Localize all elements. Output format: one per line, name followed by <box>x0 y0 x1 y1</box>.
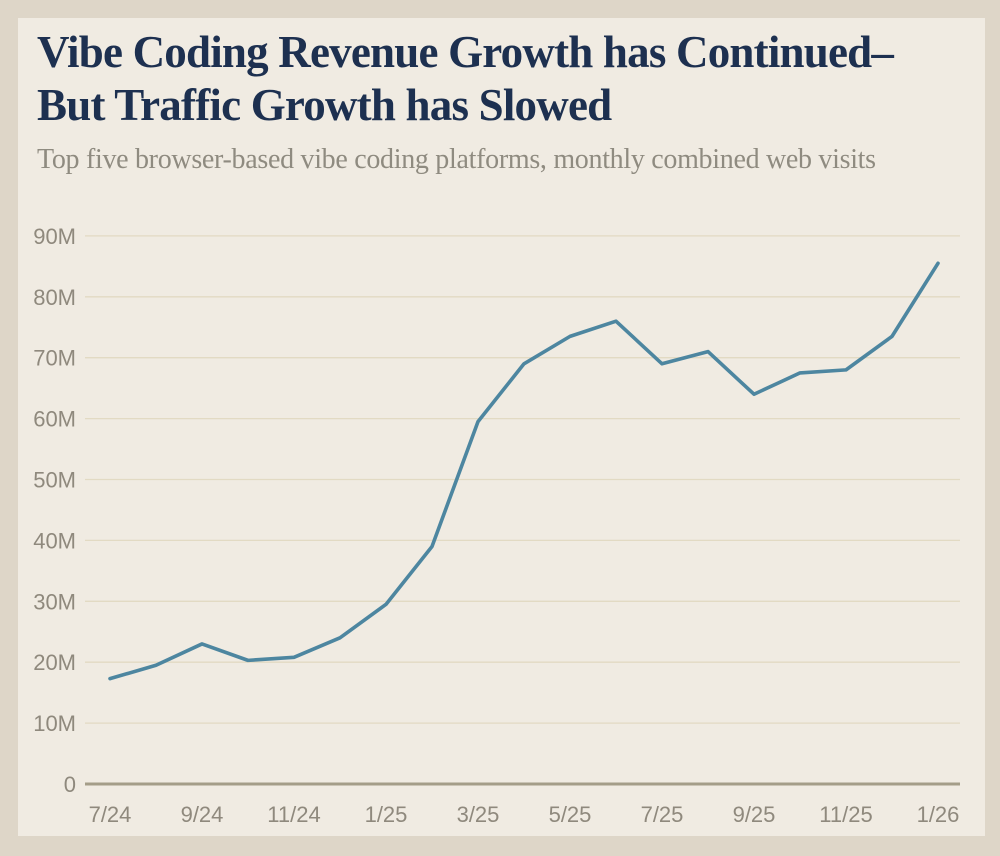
x-axis-tick-label: 11/25 <box>819 802 872 827</box>
chart-title: Vibe Coding Revenue Growth has Continued… <box>37 26 894 132</box>
x-axis-tick-label: 5/25 <box>549 802 592 827</box>
chart-subtitle: Top five browser-based vibe coding platf… <box>37 144 876 175</box>
y-axis-tick-label: 30M <box>33 589 76 614</box>
y-axis-tick-label: 0 <box>64 772 76 797</box>
y-axis-tick-label: 20M <box>33 650 76 675</box>
x-axis-tick-label: 7/25 <box>641 802 684 827</box>
y-axis-tick-label: 90M <box>33 224 76 249</box>
x-axis-tick-label: 1/25 <box>365 802 408 827</box>
chart-card: Vibe Coding Revenue Growth has Continued… <box>18 18 985 836</box>
title-line-1: Vibe Coding Revenue Growth has Continued… <box>37 27 894 77</box>
y-axis-tick-label: 50M <box>33 468 76 493</box>
y-axis-tick-label: 40M <box>33 528 76 553</box>
y-axis-tick-label: 80M <box>33 285 76 310</box>
x-axis-tick-label: 9/24 <box>181 802 224 827</box>
x-axis-tick-label: 9/25 <box>733 802 776 827</box>
traffic-line <box>108 261 940 681</box>
x-axis-tick-label: 1/26 <box>917 802 960 827</box>
x-axis-tick-label: 3/25 <box>457 802 500 827</box>
x-axis-tick-label: 11/24 <box>267 802 320 827</box>
y-axis-tick-label: 70M <box>33 346 76 371</box>
x-axis-tick-label: 7/24 <box>89 802 132 827</box>
title-line-2: But Traffic Growth has Slowed <box>37 80 612 130</box>
y-axis-tick-label: 10M <box>33 711 76 736</box>
y-axis-tick-label: 60M <box>33 407 76 432</box>
line-chart: 0 10M 20M 30M 40M 50M 60M 70M 80M 90M 7/24 9/24 11/2… <box>33 224 960 827</box>
